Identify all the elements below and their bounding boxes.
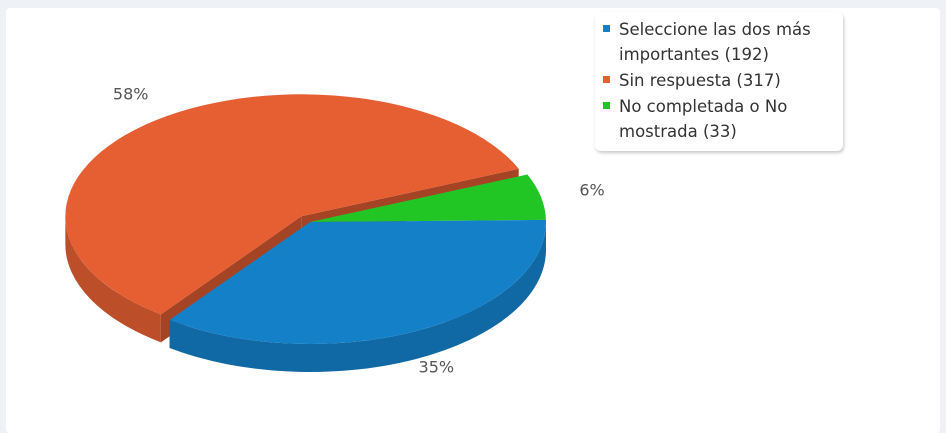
pie-slice-1[interactable] — [65, 94, 519, 315]
pie-slice-side — [169, 222, 546, 372]
legend-item-no-completada[interactable]: No completada o No mostrada (33) — [603, 94, 835, 144]
percent-label: 58% — [113, 85, 149, 104]
legend-swatch-orange-icon — [603, 76, 610, 83]
legend-label: No completada o No mostrada (33) — [619, 97, 788, 141]
legend-swatch-blue-icon — [603, 25, 610, 32]
percent-label: 6% — [579, 181, 604, 200]
percent-label: 35% — [419, 358, 455, 377]
pie-slice-side — [65, 216, 161, 343]
pie-slice-0[interactable] — [169, 219, 546, 344]
legend-label: Sin respuesta (317) — [619, 71, 781, 90]
chart-legend: Seleccione las dos más importantes (192)… — [595, 12, 843, 151]
legend-swatch-green-icon — [603, 102, 610, 109]
legend-item-seleccione[interactable]: Seleccione las dos más importantes (192) — [603, 17, 835, 67]
pie-slice-2[interactable] — [310, 174, 546, 222]
legend-label: Seleccione las dos más importantes (192) — [619, 20, 811, 64]
legend-item-sin-respuesta[interactable]: Sin respuesta (317) — [603, 68, 835, 93]
